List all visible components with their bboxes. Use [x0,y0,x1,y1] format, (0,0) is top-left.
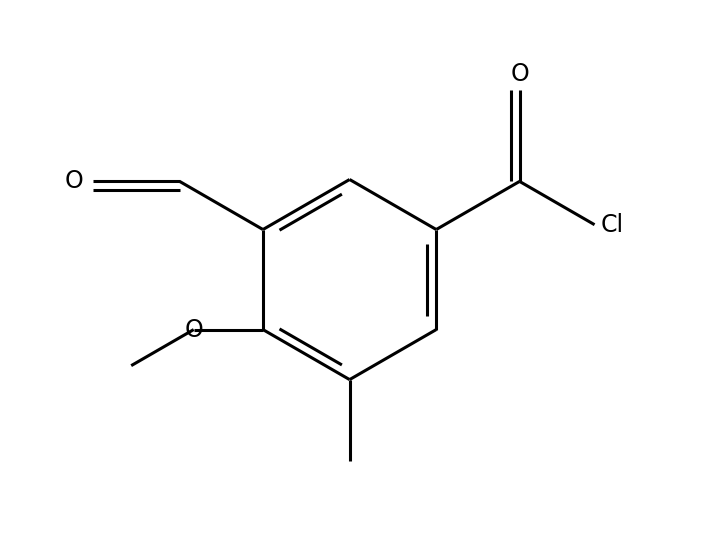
Text: Cl: Cl [600,213,624,237]
Text: O: O [184,317,203,341]
Text: O: O [510,62,529,86]
Text: O: O [65,169,84,193]
